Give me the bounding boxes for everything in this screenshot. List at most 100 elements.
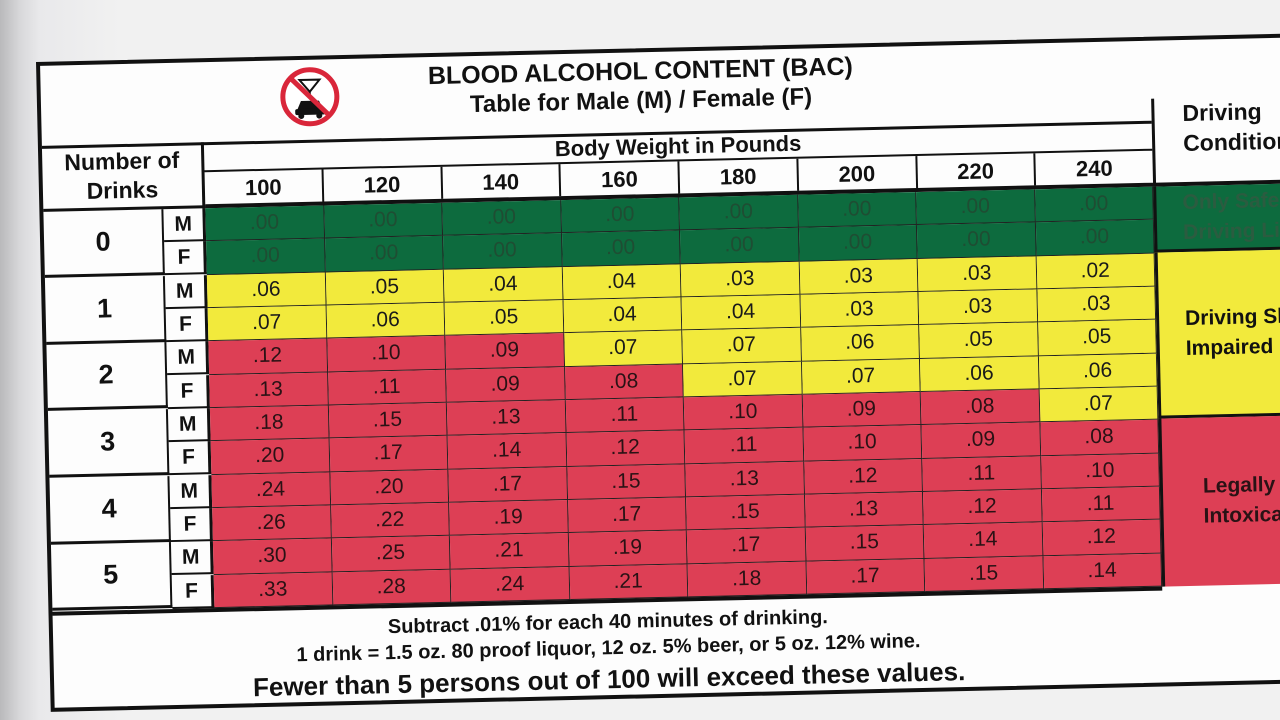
bac-cell: .13: [446, 400, 567, 437]
bac-cell: .13: [209, 372, 329, 409]
bac-cell: .19: [449, 500, 569, 537]
drink-count: 1: [44, 275, 167, 345]
bac-cell: .08: [1039, 419, 1160, 456]
bac-cell: .04: [563, 297, 683, 334]
bac-cell: .10: [1040, 453, 1160, 490]
bac-cell: .17: [686, 527, 807, 564]
bac-cell: .08: [920, 389, 1040, 426]
weight-header: 200: [798, 156, 918, 191]
drink-count: 5: [50, 542, 173, 612]
weight-header: 140: [441, 164, 562, 199]
bac-cell: .07: [563, 330, 684, 367]
bac-cell: .07: [683, 361, 803, 398]
sex-label: F: [168, 441, 212, 476]
title-row: BLOOD ALCOHOL CONTENT (BAC) Table for Ma…: [40, 40, 1152, 149]
bac-cell: .00: [1035, 220, 1155, 257]
bac-cell: .13: [804, 491, 924, 528]
sex-label: M: [164, 274, 208, 309]
drink-count: 3: [47, 409, 170, 478]
bac-cell: .06: [800, 325, 920, 362]
number-of-drinks-header: Number of Drinks: [41, 142, 206, 212]
bac-cell: .02: [1036, 253, 1156, 290]
sex-label: F: [167, 374, 210, 409]
bac-cell: .00: [560, 197, 680, 234]
bac-cell: .09: [445, 333, 565, 370]
bac-cell: .00: [443, 233, 563, 270]
sex-label: M: [169, 474, 213, 509]
bac-cell: .00: [323, 202, 444, 239]
bac-cell: .33: [213, 572, 333, 609]
condition-safe: Only Safe Driving Limit: [1153, 182, 1280, 253]
bac-cell: .15: [328, 402, 448, 439]
sex-label: F: [165, 308, 209, 343]
bac-cell: .06: [919, 355, 1040, 392]
bac-cell: .09: [921, 422, 1041, 459]
bac-cell: .09: [446, 366, 566, 403]
bac-cell: .07: [1039, 386, 1159, 423]
bac-cell: .09: [802, 391, 922, 428]
bac-cell: .12: [922, 489, 1043, 526]
bac-cell: .04: [443, 266, 564, 303]
weight-header: 240: [1075, 155, 1113, 182]
bac-cell: .00: [206, 238, 326, 275]
drink-count: 4: [49, 475, 171, 545]
bac-cell: .06: [206, 272, 327, 309]
bac-cell: .04: [681, 294, 801, 331]
bac-cell: .07: [207, 305, 327, 342]
drink-count: 2: [46, 342, 168, 412]
bac-cell: .14: [447, 433, 567, 470]
sex-label: F: [171, 574, 215, 609]
sex-label: M: [163, 208, 207, 243]
sex-label: F: [164, 241, 207, 276]
bac-cell: .06: [326, 302, 446, 339]
bac-cell: .24: [450, 566, 570, 603]
bac-cell: .00: [797, 192, 917, 229]
bac-cell: .12: [803, 458, 923, 495]
bac-cell: .10: [803, 425, 923, 462]
bac-cell: .26: [212, 505, 332, 542]
bac-cell: .11: [684, 427, 804, 464]
bac-cell: .05: [1037, 319, 1157, 356]
bac-cell: .14: [1042, 553, 1163, 590]
bac-cell: .03: [1036, 286, 1157, 323]
bac-cell: .12: [208, 338, 328, 375]
bac-cell: .11: [565, 397, 685, 434]
bac-cell: .00: [798, 225, 918, 262]
bac-cell: .20: [329, 469, 450, 506]
bac-cell: .30: [212, 538, 333, 575]
drink-count: 0: [43, 209, 165, 278]
bac-cell: .00: [916, 222, 1037, 259]
bac-cell: .03: [917, 256, 1037, 293]
weight-header: 100: [204, 169, 324, 205]
bac-cell: .03: [799, 292, 920, 329]
bac-cell: .07: [801, 358, 921, 395]
bac-cell: .15: [686, 494, 806, 531]
bac-cell: .04: [562, 264, 682, 301]
bac-cell: .17: [806, 558, 926, 595]
bac-cell: .24: [211, 472, 331, 509]
sex-label: M: [167, 408, 211, 443]
bac-cell: .07: [682, 328, 802, 365]
bac-cell: .11: [1041, 486, 1161, 523]
bac-cell: .15: [566, 463, 687, 501]
bac-cell: .12: [566, 430, 686, 467]
weight-header: 160: [560, 161, 681, 197]
bac-cell: .00: [561, 230, 681, 267]
drinks-column: 0 1 2 3 4 5: [43, 209, 173, 612]
bac-cell: .00: [916, 189, 1036, 226]
bac-cell: .15: [924, 555, 1044, 592]
bac-cell: .17: [448, 466, 568, 503]
bac-grid: .00.00.00.00.00.00.00.00.00.00.00.00.00.…: [205, 186, 1163, 609]
bac-cell: .06: [1038, 353, 1158, 390]
sex-label: M: [170, 541, 214, 576]
bac-cell: .00: [324, 236, 444, 273]
bac-cell: .00: [679, 194, 799, 231]
bac-cell: .22: [330, 502, 450, 539]
bac-cell: .11: [327, 369, 447, 406]
bac-cell: .19: [568, 530, 688, 567]
sex-label: F: [170, 508, 213, 543]
driving-condition-header: Driving Condition: [1151, 94, 1280, 187]
bac-cell: .13: [685, 461, 805, 498]
bac-cell: .17: [567, 497, 687, 534]
bac-cell: .10: [326, 336, 447, 373]
